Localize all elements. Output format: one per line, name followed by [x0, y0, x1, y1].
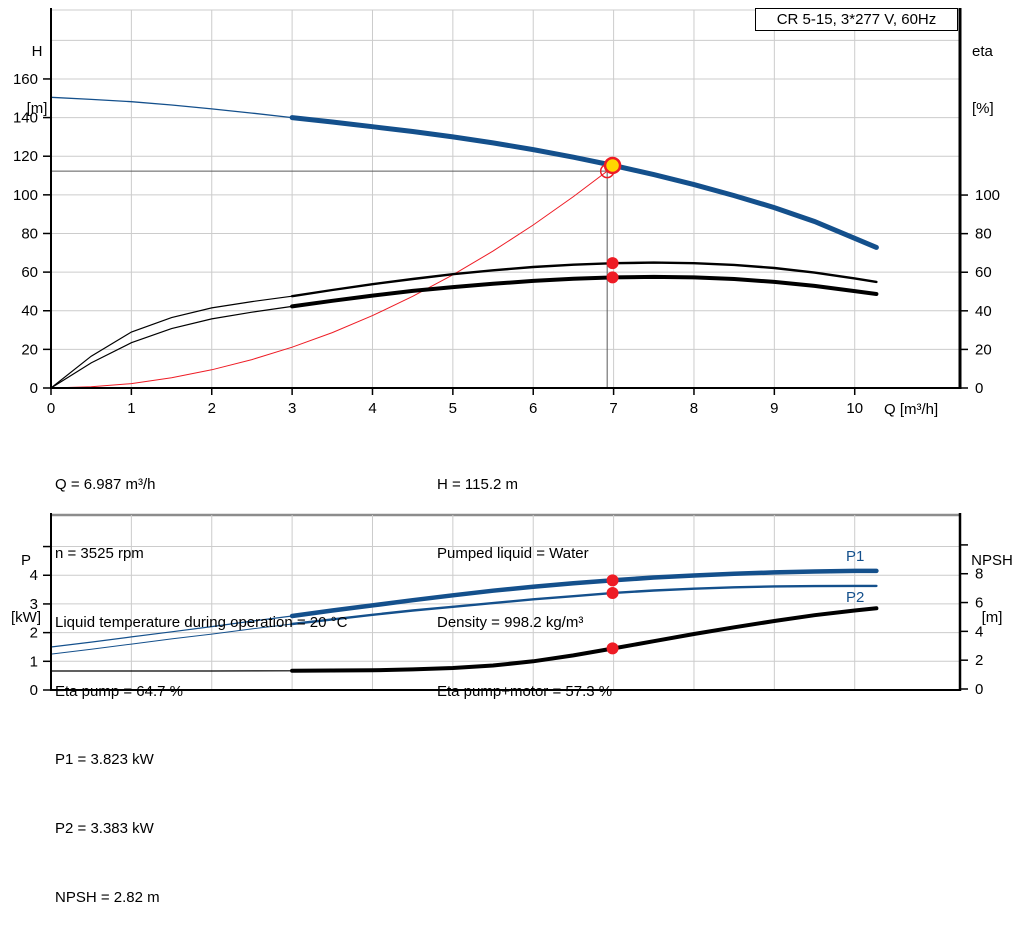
- h-axis-label-line1: H: [16, 42, 58, 61]
- info-pumped-liquid: Pumped liquid = Water: [437, 542, 612, 565]
- tick-label: 9: [770, 400, 778, 417]
- tick-label: 10: [846, 400, 863, 417]
- h-curve-thin: [51, 97, 292, 117]
- eta-pump-motor-curve-thin: [51, 306, 292, 388]
- info-p2: P2 = 3.383 kW: [55, 817, 160, 840]
- tick-label: 1: [30, 653, 38, 670]
- tick-label: 3: [288, 400, 296, 417]
- tick-label: 60: [975, 264, 992, 281]
- info-head: H = 115.2 m: [437, 473, 612, 496]
- p-axis-label-line2: [kW]: [2, 608, 50, 627]
- info-density: Density = 998.2 kg/m³: [437, 611, 612, 634]
- info-npsh: NPSH = 2.82 m: [55, 886, 160, 909]
- tick-label: 2: [975, 652, 983, 669]
- actual-duty-point: [605, 158, 620, 173]
- p-axis-label: P [kW]: [2, 513, 50, 646]
- tick-label: 5: [449, 400, 457, 417]
- tick-label: 120: [13, 148, 38, 165]
- p2-curve-label: P2: [846, 589, 864, 606]
- npsh-axis-label-line1: NPSH: [960, 551, 1024, 570]
- info-flow: Q = 6.987 m³/h: [55, 473, 347, 496]
- eta-axis-label: eta [%]: [972, 4, 1020, 137]
- duty-info-right-column: H = 115.2 m Pumped liquid = Water Densit…: [437, 427, 612, 726]
- tick-label: 8: [690, 400, 698, 417]
- p1-curve-label: P1: [846, 548, 864, 565]
- npsh-axis-label-line2: [m]: [960, 608, 1024, 627]
- h-axis-label-line2: [m]: [16, 99, 58, 118]
- tick-label: 80: [21, 225, 38, 242]
- h-axis-label: H [m]: [16, 4, 58, 137]
- tick-label: 0: [975, 380, 983, 397]
- q-axis-unit-label: Q [m³/h]: [884, 400, 974, 419]
- duty-info-left-column: Q = 6.987 m³/h n = 3525 rpm Liquid tempe…: [55, 427, 347, 726]
- info-eta-pump-motor: Eta pump+motor = 57.3 %: [437, 680, 612, 703]
- tick-label: 7: [609, 400, 617, 417]
- tick-label: 20: [975, 341, 992, 358]
- tick-label: 0: [975, 681, 983, 698]
- tick-label: 2: [208, 400, 216, 417]
- tick-label: 60: [21, 264, 38, 281]
- pump-title-box: CR 5-15, 3*277 V, 60Hz: [755, 8, 958, 31]
- tick-label: 4: [368, 400, 376, 417]
- h-curve: [292, 118, 876, 248]
- info-liquid-temperature: Liquid temperature during operation = 20…: [55, 611, 347, 634]
- tick-label: 6: [529, 400, 537, 417]
- power-info-column: P1 = 3.823 kW P2 = 3.383 kW NPSH = 2.82 …: [55, 702, 160, 932]
- info-p1: P1 = 3.823 kW: [55, 748, 160, 771]
- tick-label: 40: [21, 303, 38, 320]
- eta-pump-motor-curve: [292, 277, 876, 307]
- tick-label: 20: [21, 341, 38, 358]
- tick-label: 0: [30, 682, 38, 699]
- eta-pump-curve-thin: [51, 296, 292, 388]
- tick-label: 0: [47, 400, 55, 417]
- system-curve: [51, 166, 613, 389]
- eta-pump-motor-point: [607, 271, 619, 283]
- tick-label: 1: [127, 400, 135, 417]
- npsh-axis-label: NPSH [m]: [960, 513, 1024, 646]
- tick-label: 0: [30, 380, 38, 397]
- eta-axis-label-line1: eta: [972, 42, 1020, 61]
- tick-label: 80: [975, 226, 992, 243]
- tick-label: 100: [975, 187, 1000, 204]
- eta-pump-point: [607, 257, 619, 269]
- eta-axis-label-line2: [%]: [972, 99, 1020, 118]
- info-eta-pump: Eta pump = 64.7 %: [55, 680, 347, 703]
- tick-label: 100: [13, 187, 38, 204]
- info-speed: n = 3525 rpm: [55, 542, 347, 565]
- p-axis-label-line1: P: [2, 551, 50, 570]
- tick-label: 40: [975, 303, 992, 320]
